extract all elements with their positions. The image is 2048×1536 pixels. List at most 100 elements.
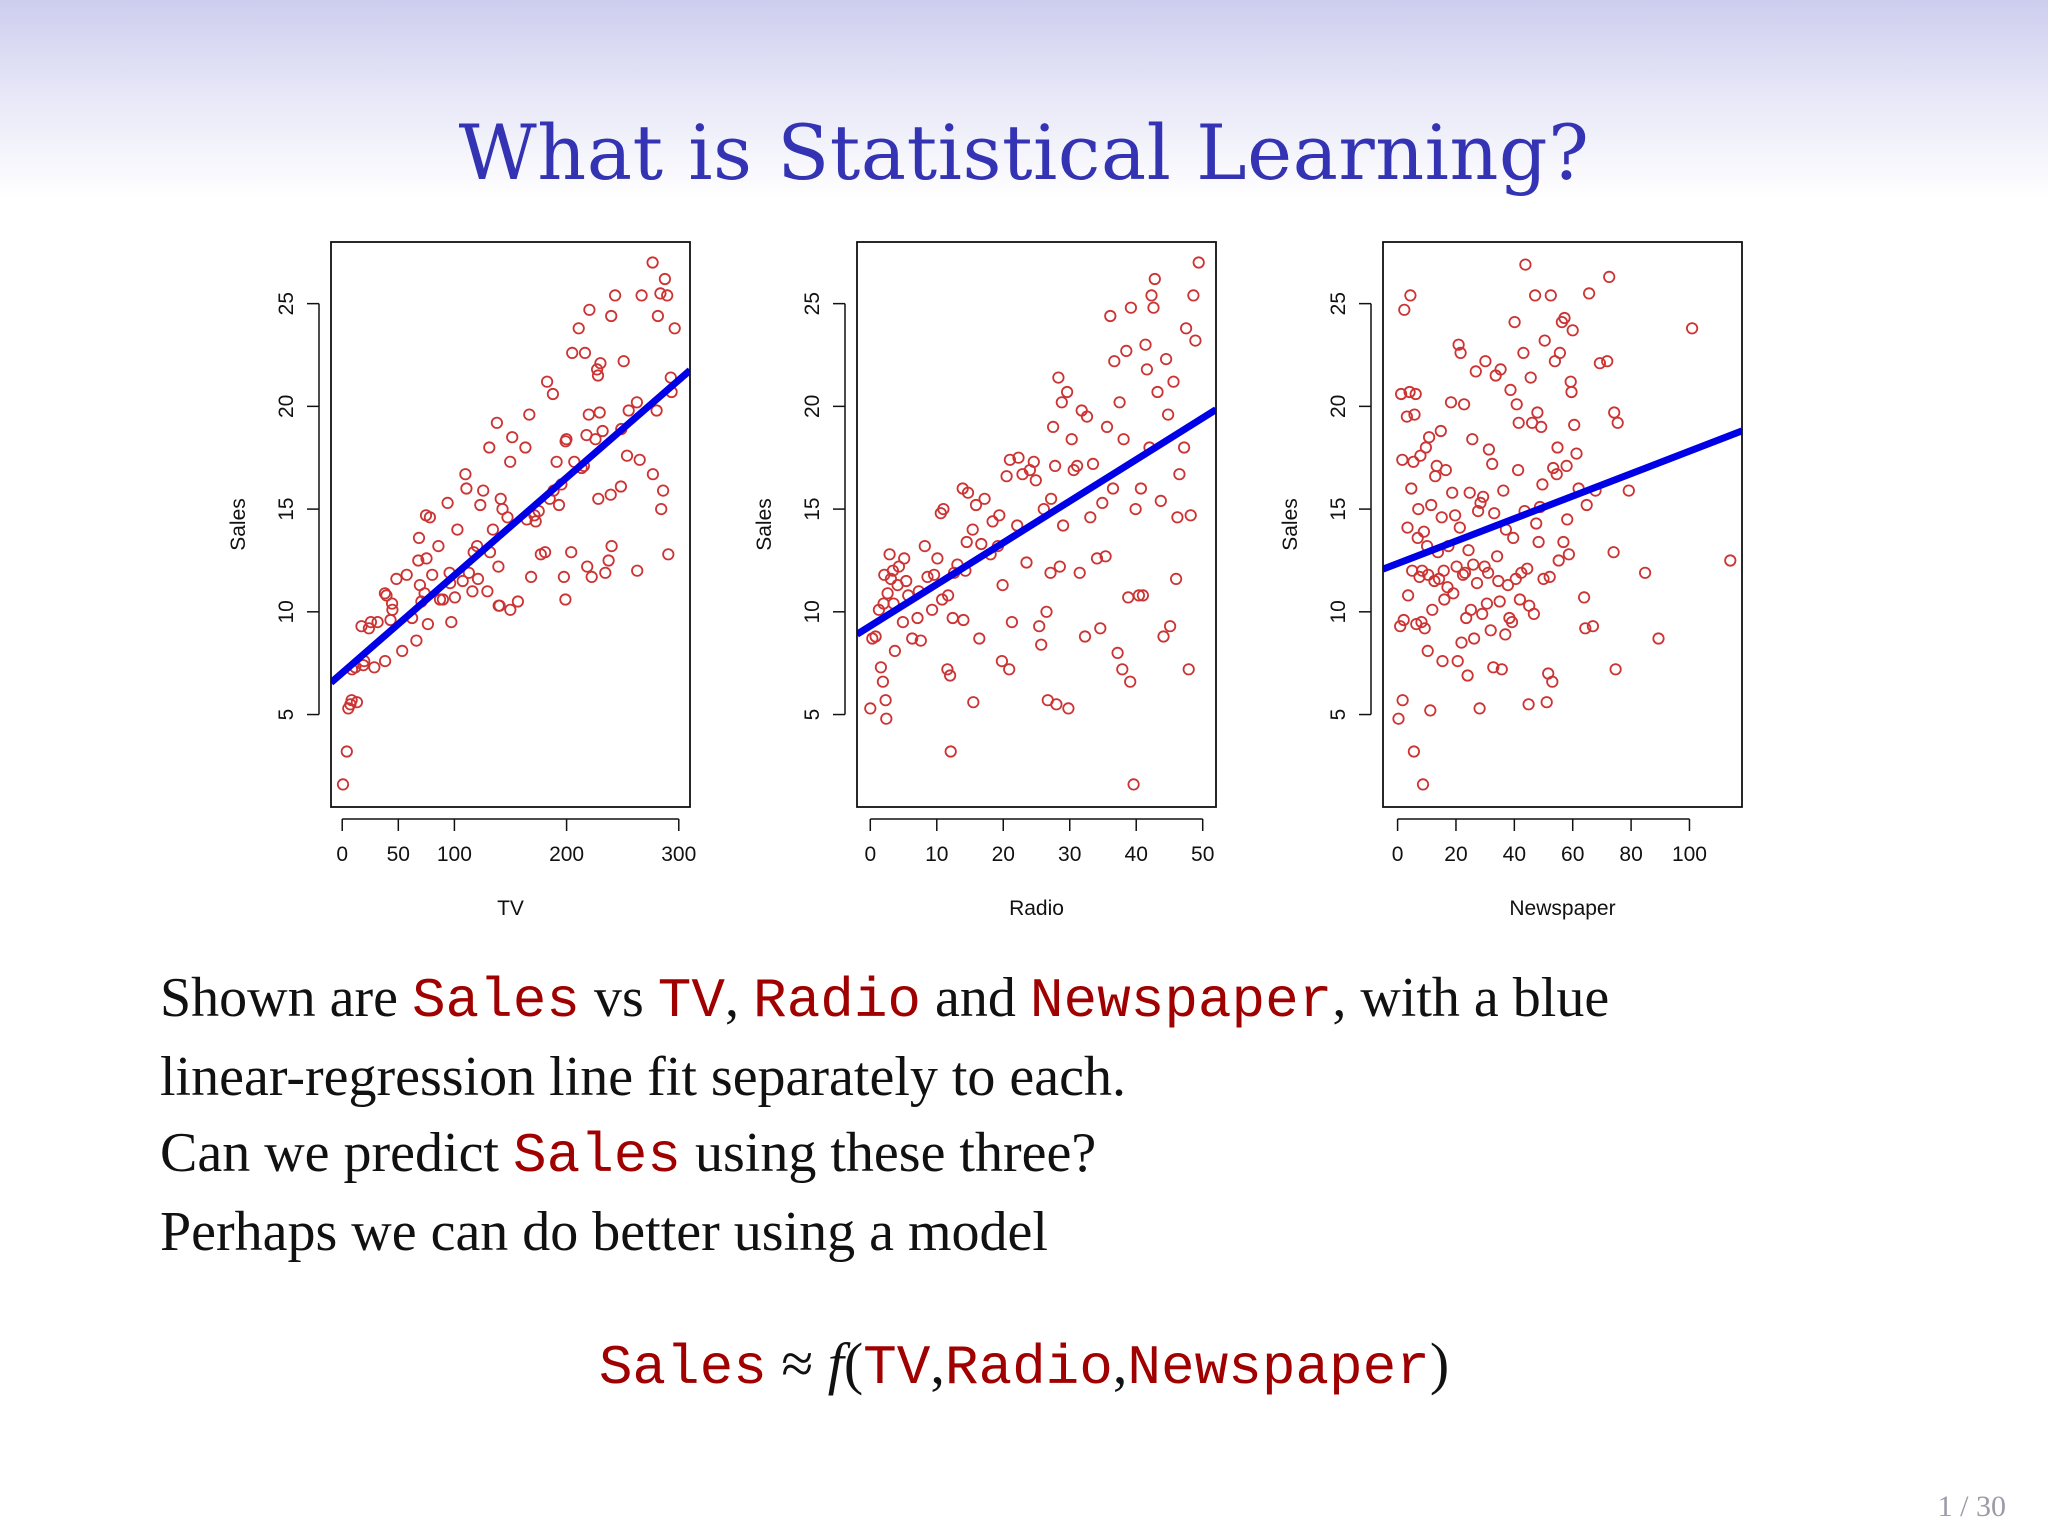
data-point bbox=[410, 634, 423, 647]
data-point bbox=[1160, 352, 1173, 366]
data-point bbox=[1480, 597, 1494, 610]
data-point bbox=[423, 511, 436, 524]
data-point bbox=[456, 574, 469, 588]
data-point bbox=[1463, 486, 1476, 499]
data-point bbox=[1414, 449, 1427, 462]
data-point bbox=[1132, 589, 1146, 602]
data-point bbox=[1437, 564, 1450, 577]
data-point bbox=[421, 617, 434, 631]
data-point bbox=[583, 303, 596, 316]
data-point bbox=[918, 539, 931, 553]
data-point bbox=[1124, 675, 1137, 688]
data-point bbox=[1560, 459, 1573, 472]
data-point bbox=[1561, 513, 1574, 526]
data-point bbox=[1464, 603, 1478, 616]
data-point bbox=[1099, 550, 1112, 563]
regression-line bbox=[857, 406, 1216, 638]
data-point bbox=[1436, 654, 1449, 668]
data-point bbox=[975, 537, 988, 551]
slide-title: What is Statistical Learning? bbox=[458, 108, 1590, 197]
data-point bbox=[1154, 494, 1167, 507]
data-point bbox=[436, 593, 449, 606]
data-point bbox=[1170, 572, 1183, 586]
data-point bbox=[1452, 338, 1465, 351]
data-point bbox=[864, 702, 877, 715]
x-axis-label: Newspaper bbox=[1509, 897, 1615, 920]
data-point bbox=[1579, 622, 1592, 635]
data-point bbox=[1000, 470, 1013, 483]
data-point bbox=[973, 632, 986, 645]
data-point bbox=[504, 455, 517, 468]
data-point bbox=[1532, 535, 1545, 549]
x-tick-label: 20 bbox=[1444, 843, 1467, 866]
data-point bbox=[1512, 416, 1525, 429]
data-point bbox=[921, 570, 934, 584]
data-point bbox=[1421, 644, 1434, 658]
data-point bbox=[1593, 357, 1607, 370]
data-point bbox=[1447, 587, 1460, 600]
data-point bbox=[420, 552, 433, 565]
data-point bbox=[511, 595, 525, 608]
data-point bbox=[633, 453, 646, 466]
data-point bbox=[1106, 482, 1120, 495]
y-axis-label: Sales bbox=[753, 498, 776, 551]
data-point bbox=[1400, 410, 1414, 423]
data-point bbox=[654, 287, 667, 300]
data-point bbox=[898, 552, 911, 565]
data-point bbox=[1505, 615, 1519, 629]
data-point bbox=[368, 661, 381, 674]
data-point bbox=[1603, 270, 1616, 283]
y-tick-label: 10 bbox=[801, 600, 824, 623]
formula-sales: Sales bbox=[598, 1336, 767, 1400]
data-point bbox=[1062, 702, 1075, 715]
data-point bbox=[1171, 511, 1184, 524]
data-point bbox=[888, 644, 902, 658]
data-point bbox=[477, 484, 490, 497]
data-point bbox=[519, 441, 532, 454]
y-tick-label: 20 bbox=[275, 395, 298, 418]
data-point bbox=[371, 615, 384, 629]
data-point bbox=[585, 570, 598, 584]
data-point bbox=[1538, 334, 1551, 347]
data-point bbox=[1033, 620, 1046, 633]
x-tick-label: 80 bbox=[1619, 843, 1642, 866]
data-point bbox=[943, 669, 957, 682]
data-point bbox=[1570, 447, 1583, 460]
data-point bbox=[1607, 546, 1620, 559]
data-point bbox=[1147, 301, 1160, 314]
data-point bbox=[1478, 560, 1491, 573]
data-point bbox=[1094, 622, 1107, 635]
data-point bbox=[927, 568, 941, 581]
data-point bbox=[596, 424, 609, 438]
data-point bbox=[668, 322, 681, 335]
code-radio: Radio bbox=[753, 969, 922, 1033]
data-point bbox=[884, 572, 898, 586]
data-point bbox=[1724, 554, 1737, 567]
data-point bbox=[400, 568, 413, 581]
data-point bbox=[1536, 478, 1549, 491]
x-tick-label: 40 bbox=[1503, 843, 1526, 866]
data-point bbox=[635, 289, 648, 302]
data-point bbox=[978, 492, 991, 505]
data-point bbox=[1096, 496, 1109, 509]
data-point bbox=[1167, 375, 1180, 388]
data-point bbox=[1035, 638, 1048, 651]
data-point bbox=[426, 568, 439, 581]
data-point bbox=[490, 416, 503, 429]
data-point bbox=[1419, 441, 1433, 454]
data-point bbox=[1441, 581, 1454, 594]
data-point bbox=[1047, 420, 1060, 433]
data-point bbox=[1535, 420, 1548, 433]
data-point bbox=[1050, 698, 1063, 711]
text-fragment: vs bbox=[579, 967, 658, 1029]
data-point bbox=[591, 369, 605, 382]
data-point bbox=[1568, 418, 1581, 431]
data-point bbox=[961, 486, 975, 499]
data-point bbox=[1192, 256, 1205, 269]
data-point bbox=[1435, 511, 1448, 524]
x-tick-label: 60 bbox=[1561, 843, 1584, 866]
body-line-2: linear-regression line fit separately to… bbox=[160, 1046, 1126, 1108]
x-tick-label: 10 bbox=[925, 843, 948, 866]
data-point bbox=[658, 272, 672, 286]
data-point bbox=[1086, 457, 1100, 470]
